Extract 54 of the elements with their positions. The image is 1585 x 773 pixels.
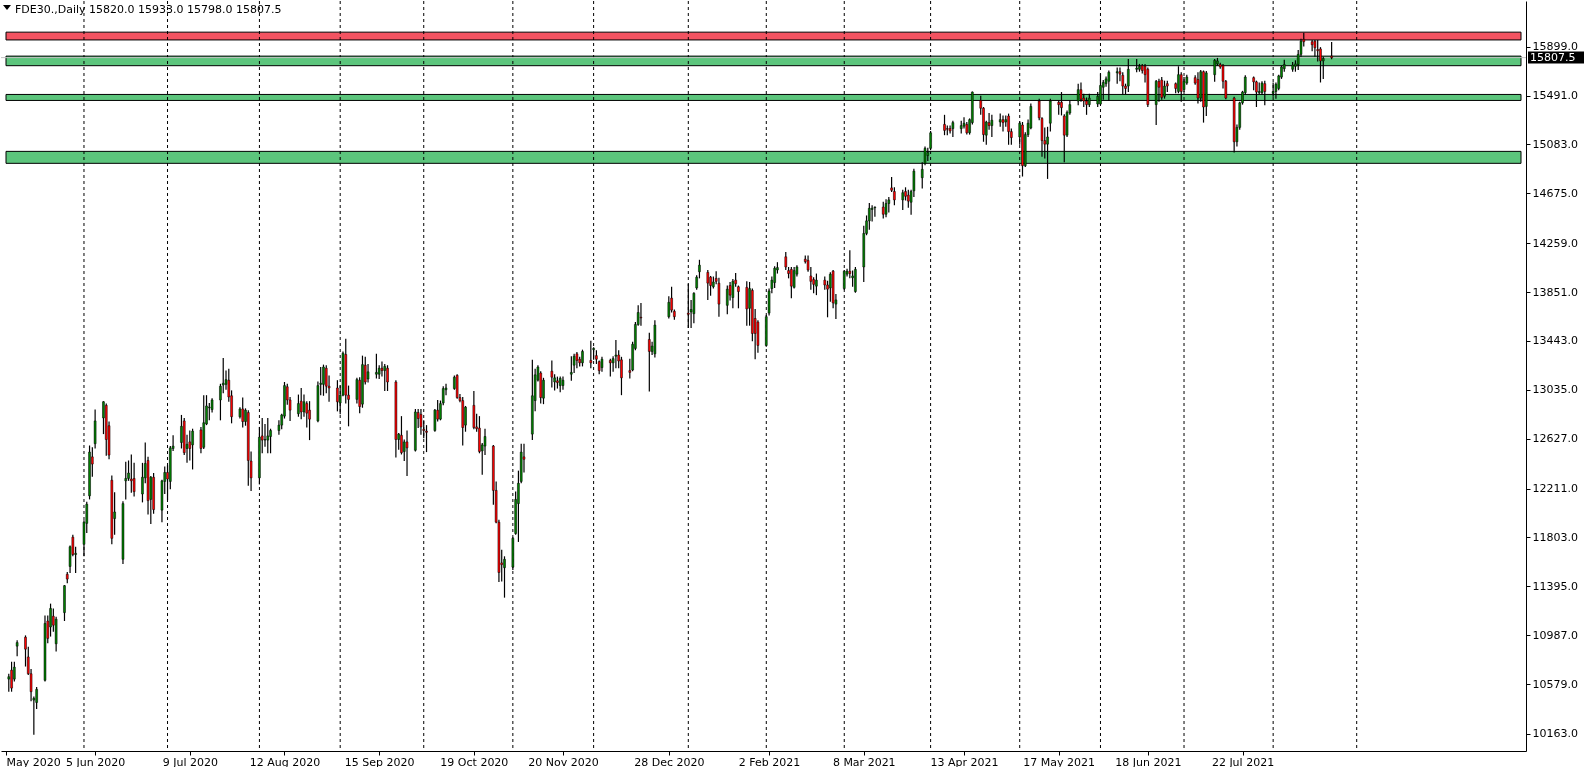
y-tick-label: 13035.0 — [1532, 383, 1578, 397]
x-tick-label: May 2020 — [6, 755, 61, 769]
candlestick — [550, 360, 554, 388]
candlestick — [191, 428, 194, 470]
y-tick-label: 10163.0 — [1532, 727, 1578, 741]
candlestick — [639, 302, 643, 326]
candlestick — [990, 114, 994, 137]
y-tick-label: 13443.0 — [1532, 334, 1578, 348]
candlestick — [570, 356, 573, 381]
candlestick — [383, 364, 386, 391]
candlestick — [745, 281, 749, 326]
candlestick — [726, 285, 729, 315]
y-tick-label: 14259.0 — [1532, 236, 1578, 250]
candlestick — [130, 454, 133, 493]
candlestick — [336, 380, 339, 412]
candlestick — [386, 365, 389, 391]
y-tick-label: 14675.0 — [1532, 186, 1578, 200]
candlestick — [124, 461, 127, 500]
x-tick-label: 2 Feb 2021 — [738, 755, 801, 769]
y-tick-label: 12627.0 — [1532, 432, 1578, 446]
y-tick-label: 15083.0 — [1532, 137, 1578, 151]
candlestick — [88, 445, 91, 500]
y-tick-label: 12211.0 — [1532, 482, 1578, 495]
y-tick-label: 11395.0 — [1532, 579, 1578, 593]
candlestick — [706, 269, 710, 300]
candlestick — [901, 189, 904, 211]
candlestick — [180, 414, 183, 449]
candlestick — [873, 206, 877, 217]
x-tick-label: 15 Sep 2020 — [344, 755, 415, 769]
x-tick-label: 5 Jun 2020 — [66, 755, 126, 769]
x-tick-label: 22 Jul 2021 — [1211, 755, 1275, 769]
y-tick-label: 15491.0 — [1532, 89, 1578, 103]
x-tick-label: 13 Apr 2021 — [930, 755, 999, 769]
x-tick-label: 17 May 2021 — [1023, 755, 1096, 769]
candlestick — [692, 292, 696, 324]
y-tick-label: 13851.0 — [1532, 285, 1578, 299]
y-tick-label: 10579.0 — [1532, 677, 1578, 691]
x-tick-label: 18 Jun 2021 — [1115, 755, 1182, 769]
x-tick-label: 20 Nov 2020 — [528, 755, 599, 769]
x-tick-label: 8 Mar 2021 — [832, 755, 896, 769]
x-tick-label: 28 Dec 2020 — [634, 755, 705, 769]
chart-title: FDE30.,Daily 15820.0 15933.0 15798.0 15807.5 — [15, 2, 282, 16]
x-tick-label: 9 Jul 2020 — [162, 755, 218, 769]
candlestick — [561, 376, 565, 390]
y-tick-label: 10987.0 — [1532, 628, 1578, 642]
y-tick-label: 11803.0 — [1532, 530, 1578, 544]
x-tick-label: 12 Aug 2020 — [249, 755, 321, 769]
candlestick — [405, 430, 409, 477]
candlestick — [15, 640, 19, 657]
candlestick — [63, 585, 66, 622]
x-tick-label: 19 Oct 2020 — [440, 755, 509, 769]
candlestick — [266, 417, 270, 454]
candlestick — [322, 364, 325, 396]
candlestick — [308, 401, 311, 441]
